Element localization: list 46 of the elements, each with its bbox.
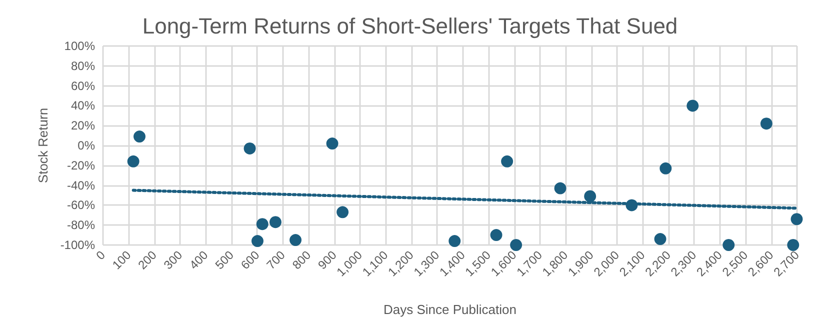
point <box>448 235 461 248</box>
point <box>269 216 282 228</box>
y-tick-label: 0% <box>78 138 96 152</box>
point <box>290 234 302 246</box>
y-tick-label: 80% <box>70 58 96 73</box>
point <box>654 233 666 246</box>
point <box>251 235 264 248</box>
y-tick-label: -60% <box>66 198 96 212</box>
y-tick-label: -40% <box>66 178 96 192</box>
y-tick-label: 60% <box>70 78 96 93</box>
x-tick-label: 800 <box>290 248 314 272</box>
x-tick-label: 100 <box>110 248 134 272</box>
x-tick-label: 500 <box>212 248 237 272</box>
point <box>660 162 672 174</box>
point <box>244 142 256 154</box>
y-tick-label: 100% <box>64 39 96 53</box>
point <box>722 239 735 251</box>
point <box>760 118 772 130</box>
point <box>326 138 338 150</box>
chart-title: Long-Term Returns of Short-Sellers' Targets That Sued <box>142 14 678 38</box>
point <box>490 229 502 242</box>
point <box>584 190 596 202</box>
point <box>501 155 514 168</box>
point <box>134 130 146 143</box>
point <box>256 218 268 230</box>
y-tick-label: 40% <box>70 98 96 113</box>
point <box>336 206 349 218</box>
point <box>554 182 566 194</box>
x-tick-label: 200 <box>135 248 160 272</box>
y-tick-label: -20% <box>66 158 96 172</box>
point <box>787 239 800 251</box>
x-tick-label: 300 <box>161 248 186 272</box>
x-tick-label: 400 <box>186 248 211 272</box>
point <box>686 100 699 112</box>
point <box>510 239 522 251</box>
point <box>790 213 803 226</box>
x-tick-label: 700 <box>264 248 288 272</box>
y-axis-title: Stock Return <box>35 108 50 184</box>
y-tick-label: -100% <box>60 238 96 252</box>
x-tick-label: 0 <box>93 248 108 263</box>
point <box>127 155 140 168</box>
point <box>626 199 638 212</box>
x-axis-title: Days Since Publication <box>384 302 516 317</box>
y-tick-label: -80% <box>66 218 96 232</box>
x-tick-label: 600 <box>238 248 262 272</box>
y-tick-label: 20% <box>70 118 96 133</box>
